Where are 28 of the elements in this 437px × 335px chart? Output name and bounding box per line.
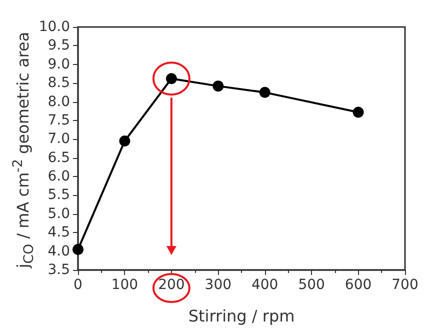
y-tick-label: 4.5	[48, 224, 70, 241]
point	[259, 86, 270, 98]
x-tick-label: 200	[158, 277, 185, 293]
x-tick-label: 0	[74, 277, 82, 293]
y-tick-label: 7.5	[48, 112, 70, 128]
y-tick-label: 9.0	[48, 56, 70, 72]
y-tick-label: 8.0	[48, 94, 70, 110]
y-tick-label: 5.5	[48, 187, 70, 204]
y-tick-label: 10.0	[38, 19, 70, 35]
y-tick-label: 5.0	[48, 206, 70, 222]
y-tick-label: 6.0	[48, 168, 70, 185]
point	[119, 136, 130, 147]
point	[212, 80, 224, 92]
point	[352, 106, 364, 118]
y-tick-label: 9.5	[48, 38, 70, 54]
y-tick-label: 8.5	[48, 75, 70, 92]
point	[72, 244, 84, 255]
x-axis-title: Stirring / rpm	[188, 306, 295, 326]
x-tick-label: 300	[204, 277, 232, 293]
y-tick-label: 6.5	[48, 150, 70, 166]
y-tick-label: 4.0	[48, 243, 70, 260]
y-tick-label: 7.0	[48, 131, 70, 148]
x-tick-label: 100	[111, 277, 138, 293]
x-tick-label: 700	[392, 277, 418, 293]
x-tick-label: 600	[344, 277, 372, 293]
x-tick-label: 500	[298, 277, 325, 293]
x-tick-label: 400	[251, 277, 278, 293]
y-tick-label: 3.5	[48, 262, 70, 278]
